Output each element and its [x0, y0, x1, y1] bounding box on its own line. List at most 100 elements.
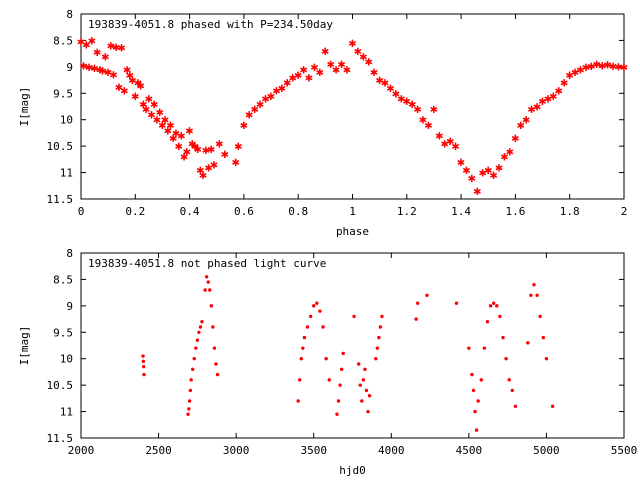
- data-point: [186, 412, 190, 416]
- data-point: ✱: [457, 155, 465, 170]
- data-point: ✱: [408, 97, 416, 112]
- data-point: [197, 330, 201, 334]
- axis-ticks: [80, 13, 625, 200]
- data-point: ✱: [180, 150, 188, 165]
- data-point: ✱: [381, 76, 389, 91]
- data-point: ✱: [283, 76, 291, 91]
- data-point: [529, 293, 533, 297]
- data-point: [364, 388, 369, 393]
- data-point: ✱: [468, 171, 476, 186]
- data-point: [301, 346, 305, 350]
- data-point: [425, 293, 429, 297]
- data-point: [415, 301, 420, 305]
- data-point: ✱: [273, 84, 281, 99]
- data-point: [211, 325, 215, 329]
- data-point: ✱: [316, 65, 324, 80]
- data-point: ✱: [186, 123, 194, 138]
- y-tick-label: 8: [66, 8, 73, 21]
- y-tick-label: 8.5: [53, 34, 73, 47]
- data-point: [208, 288, 212, 292]
- data-point: [324, 357, 328, 361]
- data-point: ✱: [197, 163, 205, 178]
- data-point: [532, 283, 536, 287]
- data-point: [321, 325, 325, 329]
- x-tick-label: 1.8: [560, 205, 580, 218]
- y-tick-label: 9: [66, 61, 73, 74]
- data-point: [302, 335, 307, 340]
- x-tick-label: 5500: [611, 444, 638, 457]
- data-point: ✱: [435, 129, 443, 144]
- data-point: ✱: [194, 142, 202, 157]
- data-point: [504, 357, 508, 361]
- data-point: [352, 314, 356, 319]
- data-point: ✱: [107, 39, 115, 54]
- data-point: ✱: [104, 65, 112, 80]
- data-point: ✱: [240, 118, 248, 133]
- data-point: ✱: [473, 184, 481, 199]
- data-point: ✱: [311, 60, 319, 75]
- data-point: ✱: [256, 97, 264, 112]
- data-point: ✱: [77, 34, 85, 49]
- data-point: ✱: [484, 163, 492, 178]
- data-point: [318, 309, 322, 313]
- data-point: ✱: [332, 63, 340, 78]
- data-point: ✱: [131, 89, 139, 104]
- y-tick-label: 11: [60, 167, 73, 180]
- data-point: ✱: [479, 166, 487, 181]
- data-points: [141, 275, 555, 432]
- data-point: ✱: [199, 168, 207, 183]
- phased-light-curve-panel: 0 0.2 0.4 0.6 0.8 1 1.2 1.4 1.6 1.8 2 8 8.5 9 9.5 10 10.…: [18, 8, 628, 238]
- data-point: ✱: [112, 40, 120, 55]
- data-point: ✱: [566, 68, 574, 83]
- data-point: ✱: [300, 63, 308, 78]
- data-point: ✱: [183, 144, 191, 159]
- data-point: ✱: [140, 97, 148, 112]
- data-point: ✱: [148, 107, 156, 122]
- y-tick-label: 9: [66, 300, 73, 313]
- x-tick-label: 2000: [68, 444, 95, 457]
- data-point: [312, 304, 316, 308]
- data-point: ✱: [501, 150, 509, 165]
- data-point: [479, 378, 483, 382]
- data-point: [476, 399, 480, 403]
- data-point: [501, 335, 505, 340]
- data-point: ✱: [167, 118, 175, 133]
- x-tick-label: 0.6: [234, 205, 254, 218]
- data-point: [341, 351, 345, 356]
- data-point: ✱: [452, 139, 460, 154]
- data-point: [526, 341, 530, 345]
- y-axis-label: I[mag]: [18, 326, 31, 366]
- data-point: [473, 409, 477, 414]
- data-point: ✱: [387, 81, 395, 96]
- data-point: [366, 409, 370, 414]
- data-point: [470, 372, 474, 377]
- data-point: ✱: [142, 102, 150, 117]
- data-point: ✱: [490, 168, 498, 183]
- data-point: ✱: [620, 60, 628, 75]
- data-point: ✱: [354, 44, 362, 59]
- data-point: [538, 314, 542, 319]
- data-point: [513, 404, 518, 408]
- data-point: ✱: [145, 92, 153, 107]
- x-tick-label: 1.2: [397, 205, 417, 218]
- data-point: ✱: [93, 45, 101, 60]
- data-point: [187, 399, 192, 403]
- data-point: [215, 372, 220, 377]
- data-point: ✱: [544, 92, 552, 107]
- data-point: [510, 388, 514, 393]
- data-point: ✱: [441, 137, 449, 152]
- data-point: [206, 280, 210, 284]
- axis-tick-labels: 2000 2500 3000 3500 4000 4500 5000 5500 8 8.5 9 9.5…: [47, 247, 638, 457]
- data-point: ✱: [91, 61, 99, 76]
- data-point: [195, 338, 200, 342]
- data-point: ✱: [349, 36, 357, 51]
- data-point: ✱: [102, 49, 110, 64]
- data-point: ✱: [539, 94, 547, 109]
- data-point: [327, 378, 331, 382]
- data-point: ✱: [121, 84, 129, 99]
- data-point: ✱: [188, 137, 196, 152]
- data-point: ✱: [359, 49, 367, 64]
- data-point: [377, 335, 381, 340]
- data-point: ✱: [549, 89, 557, 104]
